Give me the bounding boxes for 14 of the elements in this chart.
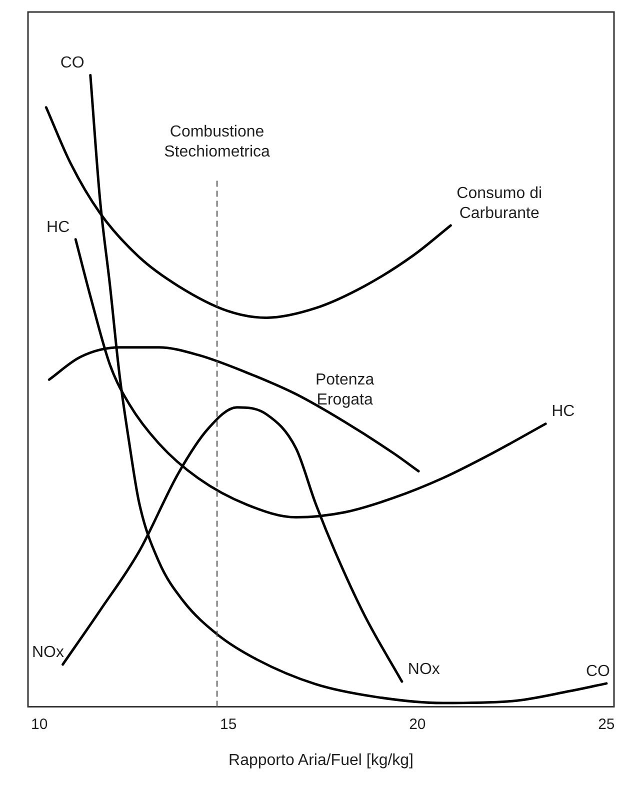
- ref-line-label: Combustione Stechiometrica: [164, 123, 270, 160]
- x-tick-label: 10: [31, 716, 48, 733]
- annotation: NOx: [408, 660, 440, 678]
- x-tick-label: 20: [409, 716, 426, 733]
- x-tick-label: 25: [598, 716, 615, 733]
- annotation: Consumo di Carburante: [456, 184, 542, 222]
- annotation: HC: [46, 218, 70, 236]
- annotation: Potenza Erogata: [315, 371, 374, 408]
- annotation: NOx: [32, 644, 64, 661]
- annotation: CO: [586, 662, 610, 680]
- annotation: HC: [552, 403, 575, 420]
- x-tick-label: 15: [220, 716, 237, 733]
- x-axis-title: Rapporto Aria/Fuel [kg/kg]: [228, 752, 414, 769]
- annotation: CO: [60, 54, 84, 72]
